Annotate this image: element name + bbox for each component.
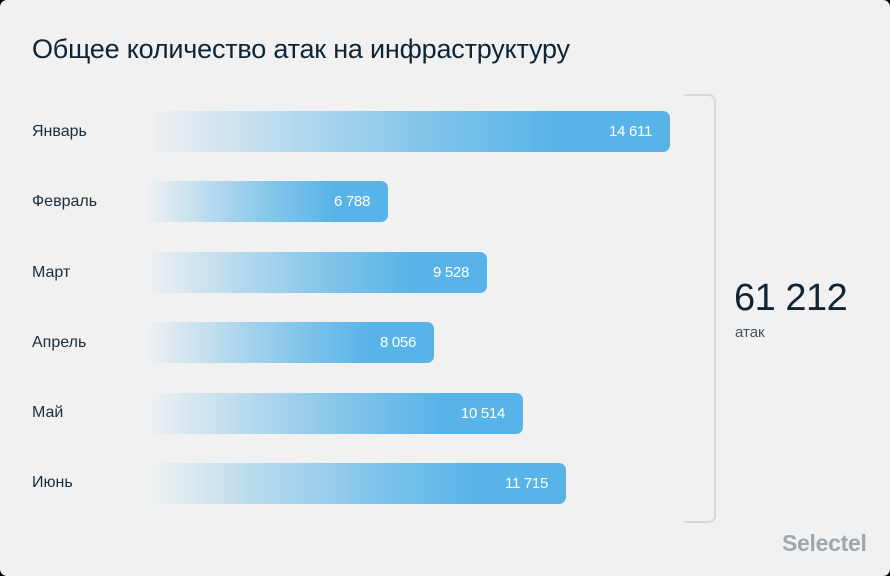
bar-value-may: 10 514 <box>460 405 505 422</box>
bar-value-february: 6 788 <box>333 193 370 210</box>
row-label-january: Январь <box>32 123 87 140</box>
bar-value-june: 11 715 <box>505 475 548 492</box>
bar-april: 8 056 <box>145 322 434 363</box>
total-value: 61 212 <box>734 277 848 319</box>
bar-june: 11 715 <box>145 463 566 504</box>
total-bracket <box>684 94 716 523</box>
row-label-february: Февраль <box>32 193 98 210</box>
row-label-may: Май <box>32 404 64 421</box>
brand-logo: Selectel <box>782 530 867 556</box>
row-label-june: Июнь <box>32 474 73 491</box>
chart-title: Общее количество атак на инфраструктуру <box>32 34 570 64</box>
bar-value-april: 8 056 <box>379 334 416 351</box>
bar-march: 9 528 <box>145 252 487 293</box>
bar-february: 6 788 <box>145 181 388 222</box>
total-unit: атак <box>735 324 765 341</box>
row-label-april: Апрель <box>32 334 87 351</box>
bar-value-january: 14 611 <box>609 123 652 140</box>
bar-value-march: 9 528 <box>432 264 469 281</box>
row-label-march: Март <box>32 264 71 281</box>
bar-january: 14 611 <box>145 111 670 152</box>
bar-may: 10 514 <box>145 393 523 434</box>
